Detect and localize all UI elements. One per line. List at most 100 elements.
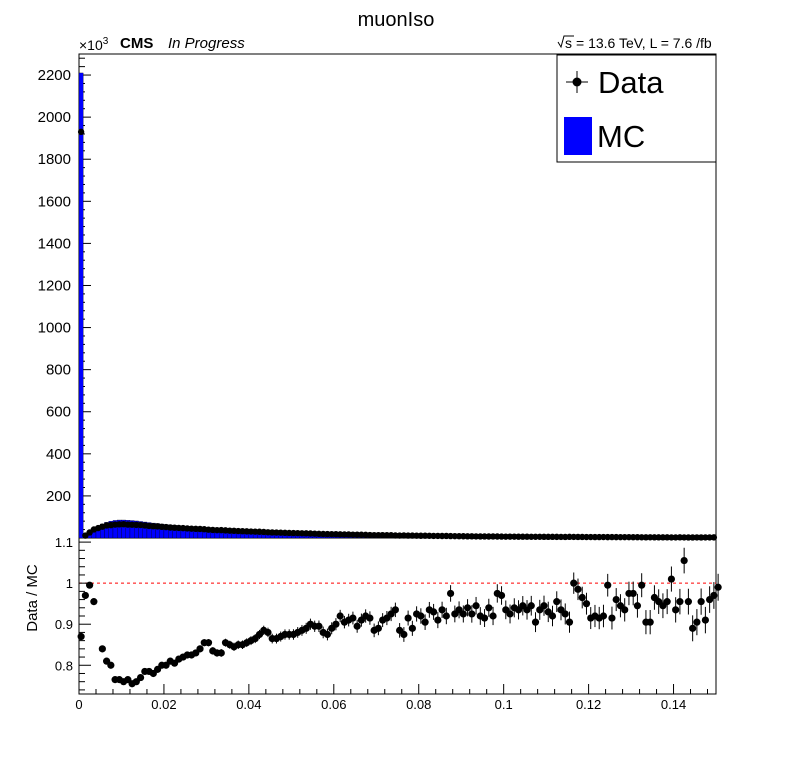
y-tick-label: 1800 [38,151,71,168]
ratio-point [506,610,514,618]
data-points [77,128,718,541]
y-exponent-base: ×10 [79,37,103,53]
ratio-point [315,622,323,630]
legend-mc-swatch [564,117,592,155]
ratio-point [429,608,438,616]
x-tick-label: 0.1 [495,697,513,712]
ratio-point [553,598,561,606]
legend-mc-label: MC [597,119,645,154]
ratio-point [599,612,608,620]
ratio-point [608,614,616,622]
x-tick-label: 0 [75,697,82,712]
x-tick-label: 0.12 [576,697,601,712]
y-exponent-power: 3 [103,36,109,47]
ratio-point [497,591,506,600]
ratio-point [400,630,408,639]
ratio-point [574,585,582,593]
ratio-point [81,591,89,600]
ratio-point [710,591,718,600]
chart-title: muonIso [358,9,435,31]
ratio-point [391,606,399,614]
y-tick-label: 2000 [38,109,71,126]
ratio-point [86,581,94,589]
x-tick-label: 0.14 [661,697,686,712]
ratio-point [714,583,722,591]
ratio-point [540,602,548,610]
ratio-point [264,628,272,637]
ratio-point [667,575,676,583]
ratio-point [693,618,701,626]
data-point [710,534,718,541]
ratio-point [136,673,145,682]
ratio-points [77,547,722,688]
ratio-point [676,598,684,606]
ratio-point [77,632,85,641]
ratio-point [680,556,688,565]
x-tick-label: 0.02 [151,697,176,712]
ratio-point [612,595,620,604]
ratio-y-axis-label: Data / MC [24,564,41,632]
ratio-point [697,598,705,606]
y-tick-label: 600 [46,404,71,421]
ratio-point [349,614,357,622]
ratio-point [485,604,493,612]
ratio-point [446,589,455,598]
ratio-point [332,620,340,628]
lumi-label: s = 13.6 TeV, L = 7.6 /fb [557,35,712,51]
ratio-point [578,593,586,602]
y-exponent-label: ×103 [79,36,109,53]
main-y-axis: 200 400 600 800 1000 1200 1400 1600 1800 2000 2200 [38,57,91,531]
ratio-point [204,639,213,647]
ratio-point [438,606,446,614]
y-tick-label: 2200 [38,67,71,84]
x-tick-label: 0.04 [236,697,261,712]
ratio-point [459,610,467,618]
ratio-point [489,612,497,620]
ratio-point [90,598,98,606]
lumi-text: = 13.6 TeV, L = 7.6 /fb [576,35,712,51]
legend-data-label: Data [598,65,664,100]
ratio-point [672,606,680,614]
y-tick-label: 400 [46,446,71,463]
y-tick-label: 200 [46,488,71,505]
ratio-point [217,649,225,657]
ratio-point [374,624,382,632]
legend-data-marker [572,77,582,87]
ratio-point [463,604,472,612]
ratio-point [442,612,450,620]
ratio-point [107,661,115,669]
mc-bar [78,72,84,539]
ratio-point [417,612,425,620]
ratio-point [468,610,476,618]
ratio-point [323,630,332,639]
ratio-point [684,598,692,606]
ratio-point [408,624,416,632]
x-tick-label: 0.06 [321,697,346,712]
ratio-point [570,579,578,587]
ratio-point [604,581,612,589]
y-tick-label: 1600 [38,193,71,210]
sqrt-sign-icon [557,35,574,49]
ratio-point [663,598,671,606]
ratio-y-tick-label: 0.9 [55,617,73,632]
ratio-point [701,616,709,624]
ratio-point [689,624,697,632]
ratio-point [336,612,344,620]
ratio-point [582,600,591,608]
y-tick-label: 1000 [38,320,71,337]
ratio-y-tick-label: 1.1 [55,535,73,550]
y-tick-label: 1400 [38,235,71,252]
ratio-point [434,616,442,624]
ratio-point [527,602,535,610]
ratio-y-tick-label: 0.8 [55,658,73,673]
ratio-point [480,614,489,622]
y-tick-label: 1200 [38,277,71,294]
ratio-point [196,645,204,653]
ratio-point [633,602,642,610]
ratio-point [472,602,480,610]
ratio-point [531,618,540,626]
cms-label: CMS [120,35,153,52]
legend: Data MC [556,54,717,163]
